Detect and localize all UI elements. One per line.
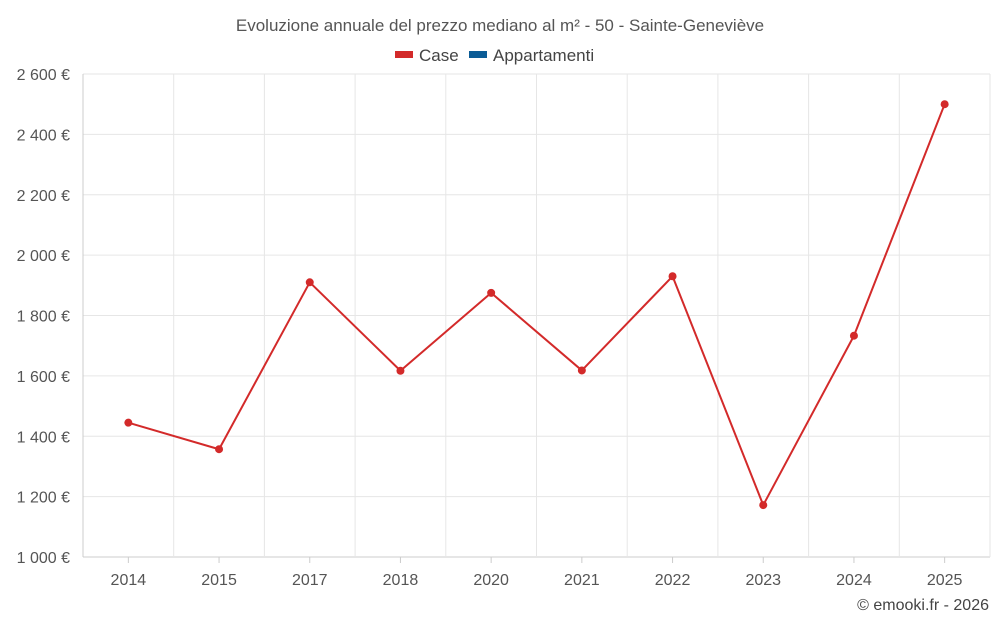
x-tick-label: 2017 [292,572,328,589]
data-point[interactable] [487,288,496,297]
data-point[interactable] [668,272,677,281]
y-tick-label: 2 400 € [17,127,70,144]
series-line-case [128,103,946,507]
data-point[interactable] [396,366,405,375]
y-tick-label: 1 600 € [17,369,70,386]
x-axis-labels: 2014 2015 2017 2018 2020 2021 2022 2023 2024 2025 [111,557,963,589]
grid [82,73,991,558]
x-tick-label: 2024 [836,572,872,589]
data-point[interactable] [940,100,949,109]
credit-text: © emooki.fr - 2026 [857,597,989,614]
series-case [124,100,949,510]
y-tick-label: 2 200 € [17,188,70,205]
chart-title: Evoluzione annuale del prezzo mediano al… [236,16,764,35]
y-tick-label: 1 800 € [17,309,70,326]
y-tick-label: 2 600 € [17,67,70,84]
data-point[interactable] [849,331,858,340]
y-tick-label: 1 400 € [17,429,70,446]
data-point[interactable] [305,278,314,287]
x-tick-label: 2014 [111,572,147,589]
legend-item-appartamenti[interactable]: Appartamenti [469,46,594,65]
y-tick-label: 1 000 € [17,550,70,567]
legend-item-case[interactable]: Case [395,46,459,65]
x-tick-label: 2025 [927,572,963,589]
x-tick-label: 2018 [383,572,419,589]
x-tick-label: 2022 [655,572,691,589]
y-tick-label: 1 200 € [17,490,70,507]
legend-label-appartamenti: Appartamenti [493,46,594,65]
legend-swatch-appartamenti [469,51,487,58]
data-point[interactable] [759,501,768,510]
y-axis-labels: 1 000 € 1 200 € 1 400 € 1 600 € 1 800 € 2 000… [17,67,70,567]
x-tick-label: 2020 [473,572,509,589]
legend-swatch-case [395,51,413,58]
x-tick-label: 2023 [745,572,781,589]
x-tick-label: 2015 [201,572,237,589]
x-tick-label: 2021 [564,572,600,589]
data-point[interactable] [577,366,586,375]
legend: Case Appartamenti [395,46,594,65]
data-point[interactable] [124,418,133,427]
y-tick-label: 2 000 € [17,248,70,265]
data-point[interactable] [215,445,224,454]
legend-label-case: Case [419,46,459,65]
